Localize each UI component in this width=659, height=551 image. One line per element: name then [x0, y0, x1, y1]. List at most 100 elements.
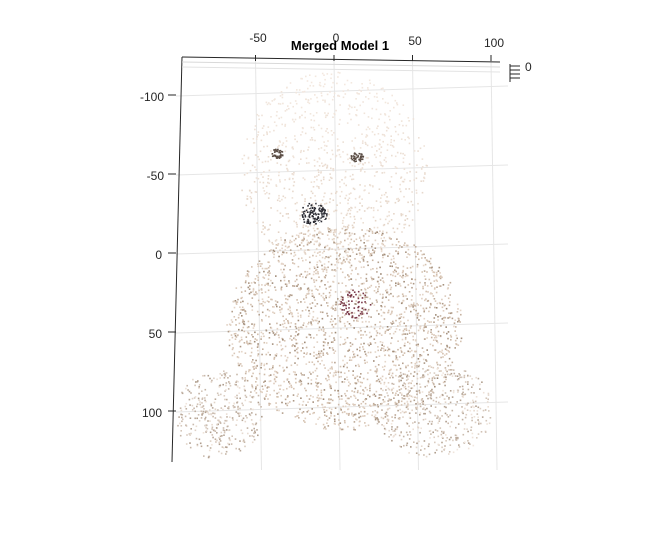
point [372, 402, 375, 405]
point [213, 377, 215, 380]
point [394, 430, 396, 432]
point [358, 416, 360, 419]
point [386, 326, 389, 328]
point [282, 102, 284, 105]
point [401, 213, 404, 216]
point [432, 392, 435, 394]
point [383, 427, 386, 430]
point [382, 243, 385, 246]
point [295, 381, 297, 384]
point [390, 423, 393, 425]
point [390, 374, 393, 377]
point [274, 380, 277, 383]
point [351, 284, 353, 286]
point [179, 434, 182, 437]
point [217, 409, 219, 411]
point [408, 370, 410, 372]
point [325, 145, 328, 147]
point [343, 217, 345, 219]
point [253, 432, 255, 434]
point [323, 341, 325, 343]
point [294, 323, 297, 325]
point [244, 377, 246, 379]
point [433, 298, 436, 300]
point [407, 404, 409, 406]
point [318, 205, 320, 208]
point [242, 300, 244, 303]
point [431, 389, 433, 391]
point [322, 233, 324, 235]
point [470, 413, 473, 416]
point [302, 411, 305, 413]
point [315, 268, 318, 271]
point [198, 387, 200, 389]
point [416, 382, 418, 385]
point [362, 415, 364, 417]
point [310, 241, 312, 243]
point [332, 349, 335, 351]
point [333, 418, 336, 421]
point [281, 323, 284, 326]
point [308, 361, 311, 363]
point [250, 419, 253, 421]
point [401, 410, 404, 413]
point [388, 407, 391, 410]
point [313, 159, 316, 161]
point [388, 354, 390, 357]
y-grid-line [175, 85, 509, 97]
point [365, 291, 367, 294]
point [376, 404, 379, 406]
point [424, 408, 427, 411]
point [427, 299, 430, 302]
point [316, 220, 319, 222]
point [234, 438, 237, 440]
point [315, 202, 317, 205]
point [236, 419, 238, 421]
point [416, 302, 418, 305]
point [337, 396, 340, 398]
point [381, 424, 383, 426]
point [381, 242, 383, 245]
point [307, 293, 310, 295]
point [313, 181, 316, 183]
point [397, 200, 400, 202]
point [381, 301, 384, 304]
point [411, 295, 413, 297]
point [479, 407, 482, 410]
point [321, 216, 324, 218]
point [471, 378, 473, 380]
point [325, 287, 327, 290]
point [219, 440, 222, 442]
point [429, 266, 431, 269]
point [303, 238, 305, 240]
point [320, 356, 322, 358]
point [476, 437, 478, 439]
point [288, 107, 290, 110]
point [433, 372, 436, 374]
point [350, 294, 353, 297]
point [296, 226, 298, 228]
point [243, 320, 245, 323]
point [317, 217, 320, 219]
y-tick-label: 50 [149, 327, 163, 341]
point [288, 159, 291, 162]
point [268, 368, 271, 370]
point [398, 379, 400, 381]
point [263, 397, 266, 400]
point [473, 406, 475, 409]
point [414, 305, 417, 307]
point [320, 127, 323, 130]
point [373, 415, 376, 418]
point [371, 243, 374, 246]
point [397, 348, 399, 351]
point [311, 289, 313, 292]
point [219, 421, 221, 423]
point [405, 395, 407, 397]
point [417, 150, 419, 152]
point [279, 149, 282, 152]
point [320, 172, 322, 174]
point [408, 291, 411, 293]
point [319, 81, 321, 84]
point [406, 256, 408, 258]
point [257, 343, 259, 345]
